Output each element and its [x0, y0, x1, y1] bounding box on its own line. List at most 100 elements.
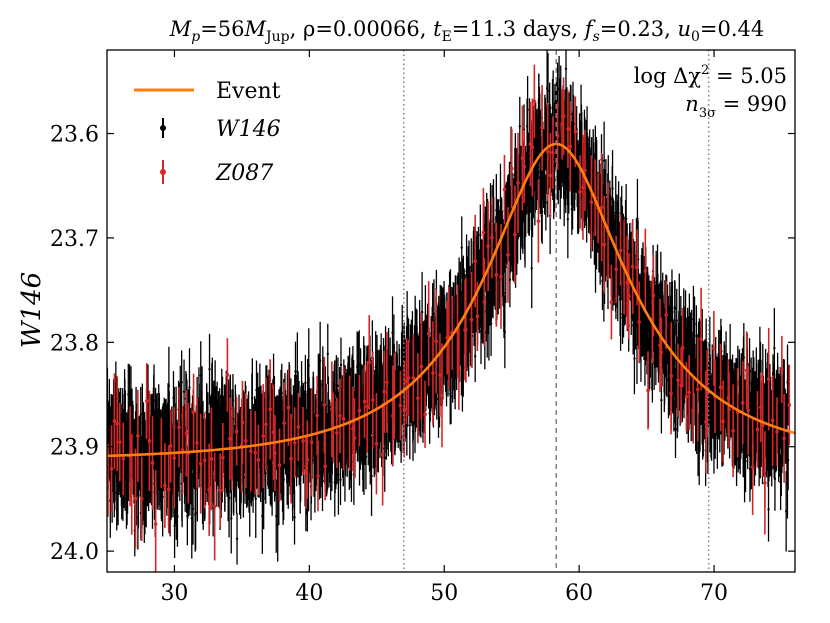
- z087-point: [301, 439, 305, 443]
- z087-point: [382, 390, 387, 394]
- z087-point: [618, 248, 623, 253]
- w146-point: [551, 107, 555, 110]
- y-axis-label: W146: [17, 272, 47, 348]
- z087-point: [609, 300, 614, 304]
- w146-point: [744, 459, 747, 463]
- w146-point: [659, 280, 663, 283]
- z087-point: [153, 522, 158, 526]
- z087-point: [240, 420, 245, 425]
- w146-point: [553, 179, 556, 182]
- w146-point: [270, 488, 274, 492]
- w146-point: [674, 428, 677, 431]
- z087-point: [464, 327, 468, 332]
- w146-point: [611, 187, 614, 190]
- w146-point: [540, 210, 544, 213]
- z087-point: [520, 156, 525, 160]
- z087-point: [727, 407, 731, 412]
- w146-point: [304, 381, 307, 384]
- z087-point: [107, 478, 110, 483]
- z087-point: [352, 436, 357, 440]
- z087-point: [121, 457, 126, 461]
- z087-point: [573, 129, 578, 134]
- z087-point: [630, 264, 635, 269]
- z087-point: [643, 269, 648, 273]
- w146-point: [294, 370, 297, 373]
- z087-point: [718, 385, 723, 390]
- w146-point: [508, 278, 512, 281]
- z087-point: [499, 274, 503, 279]
- w146-point: [602, 159, 606, 162]
- w146-point: [339, 478, 342, 481]
- z087-point: [699, 337, 703, 341]
- w146-point: [188, 386, 191, 389]
- w146-point: [503, 330, 507, 334]
- w146-point: [530, 267, 533, 270]
- z087-point: [341, 416, 346, 421]
- z087-point: [253, 450, 258, 455]
- w146-point: [526, 108, 529, 111]
- z087-point: [775, 430, 779, 434]
- w146-point: [564, 67, 568, 71]
- z087-point: [374, 441, 379, 446]
- z087-point: [763, 481, 767, 485]
- w146-point: [504, 266, 507, 269]
- z087-point: [457, 366, 461, 371]
- z087-point: [273, 451, 277, 455]
- w146-point: [460, 246, 463, 249]
- z087-point: [133, 496, 138, 501]
- w146-point: [537, 170, 540, 174]
- w146-point: [473, 355, 477, 358]
- z087-point: [545, 149, 550, 154]
- w146-point: [254, 497, 257, 501]
- w146-point: [693, 322, 696, 326]
- z087-point: [494, 272, 499, 277]
- w146-point: [445, 377, 448, 381]
- z087-point: [760, 423, 765, 427]
- z087-point: [473, 259, 477, 263]
- w146-point: [275, 514, 278, 518]
- w146-point: [191, 507, 195, 511]
- w146-point: [383, 456, 386, 459]
- chart-title: Mp=56MJup, ρ=0.00066, tE=11.3 days, fs=0…: [169, 17, 765, 45]
- w146-point: [673, 359, 676, 362]
- z087-point: [440, 393, 444, 398]
- x-tick-label: 30: [160, 581, 188, 606]
- z087-point: [305, 457, 310, 462]
- reference-lines: [403, 50, 710, 572]
- z087-point: [646, 388, 650, 393]
- z087-point: [256, 458, 261, 462]
- z087-point: [163, 483, 167, 488]
- w146-point: [678, 310, 681, 314]
- z087-point: [202, 458, 207, 463]
- z087-point: [787, 403, 792, 407]
- z087-point: [669, 374, 674, 378]
- z087-point: [177, 425, 181, 430]
- z087-point: [184, 431, 189, 436]
- z087-point: [228, 436, 232, 441]
- z087-point: [385, 380, 389, 385]
- w146-point: [326, 352, 329, 356]
- w146-point: [293, 516, 296, 519]
- z087-point: [315, 413, 319, 418]
- w146-point: [167, 384, 171, 387]
- w146-point: [695, 334, 698, 338]
- z087-point: [166, 487, 171, 492]
- z087-point: [416, 396, 420, 401]
- w146-point: [619, 316, 622, 320]
- w146-point: [408, 424, 412, 427]
- w146-point: [180, 380, 183, 384]
- z087-point: [691, 408, 696, 412]
- w146-point: [616, 281, 619, 284]
- w146-point: [742, 356, 746, 359]
- w146-point: [784, 510, 788, 513]
- w146-point: [614, 211, 617, 215]
- z087-point: [225, 373, 230, 377]
- z087-point: [746, 408, 750, 413]
- w146-point: [636, 217, 639, 220]
- z087-point: [614, 267, 618, 272]
- w146-point: [673, 307, 677, 310]
- z087-point: [244, 438, 248, 443]
- w146-point: [161, 495, 164, 498]
- z087-point: [490, 235, 494, 240]
- w146-point: [633, 357, 636, 360]
